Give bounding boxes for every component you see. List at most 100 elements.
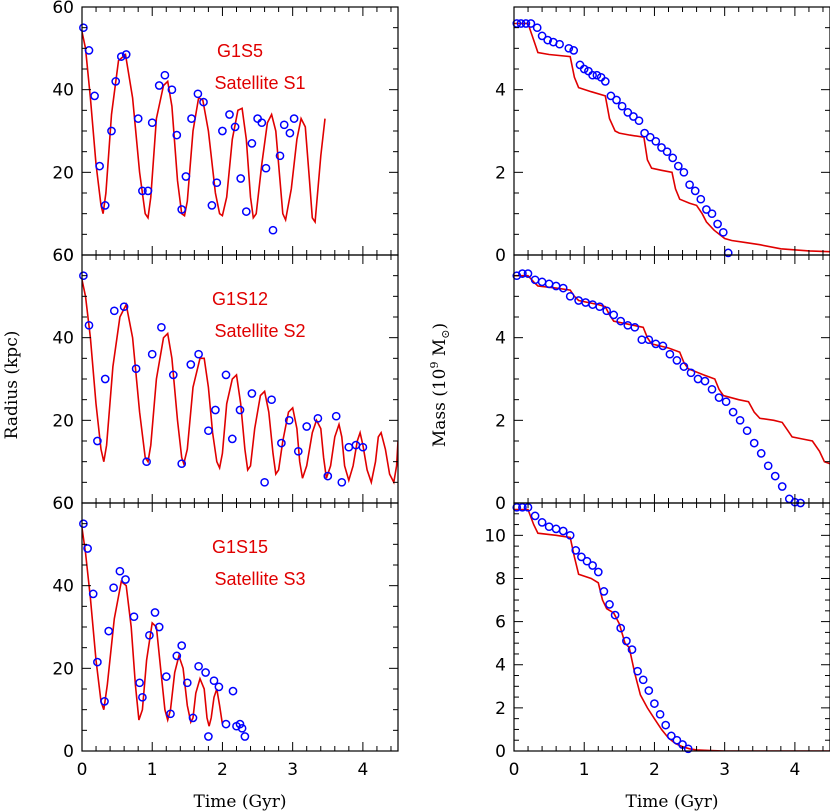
radius_s1-annotation-model: G1S5: [217, 41, 263, 61]
radius_s1-data-point: [84, 46, 94, 55]
mass_s1-data-point: [617, 101, 627, 111]
panel-mass_s3: 0 2 4 6 8 10 0 1 2 3 4: [484, 502, 830, 780]
mass_s3-data-point: [633, 666, 642, 676]
radius_s3-data-point: [93, 657, 102, 667]
mass_s1-y-tick-label: 0: [495, 246, 506, 266]
mass_s3-y-tick-label: 8: [495, 569, 506, 589]
radius_s1-y-tick-label: 20: [52, 163, 74, 183]
mass_s1-data-point: [555, 39, 564, 49]
mass_s1-y-tick-label: 4: [495, 81, 506, 101]
mass_s1-data-point: [673, 161, 683, 171]
mass_s3-x-tick-label: 1: [579, 760, 590, 780]
mass_s1-data-point: [645, 132, 655, 142]
radius_s2-data-point: [313, 413, 323, 423]
mass_s2-data-point: [770, 471, 780, 481]
radius_s2-data-point: [131, 364, 141, 374]
radius_s2-data-point: [227, 434, 237, 444]
mass_s3-data-point: [627, 645, 637, 654]
y-axis-label-right-prefix: Mass (10: [430, 369, 450, 448]
mass_s3-data-point: [622, 636, 631, 646]
radius_s2-data-point: [221, 370, 231, 380]
mass_s1-data-point: [662, 147, 672, 157]
mass_s1-data-point: [696, 194, 706, 204]
mass_s3-data-point: [544, 522, 554, 532]
mass_s1-data-point: [702, 205, 711, 214]
radius_s2-annotation-satellite: Satellite S2: [214, 321, 305, 341]
mass_s1-data-point: [657, 143, 666, 152]
radius_s2-data-point: [211, 405, 220, 415]
radius_s2-data-point: [93, 436, 102, 446]
mass_s2-data-point: [742, 426, 752, 436]
radius_s2-data-point: [293, 446, 303, 456]
mass_s3-data-point: [683, 744, 693, 754]
x-axis-label-right: Time (Gyr): [626, 792, 719, 812]
mass_s1-data-point: [592, 70, 602, 80]
radius_s3-data-point: [232, 721, 241, 731]
radius_s1-data-point: [253, 114, 262, 123]
mass_s1-data-point: [569, 46, 579, 55]
y-axis-label-right-exp: 9: [428, 362, 441, 369]
radius_s3-data-point: [83, 544, 92, 553]
mass_s3-data-point: [666, 731, 676, 741]
mass_s1-data-point: [707, 209, 717, 219]
radius_s3-data-point: [177, 641, 187, 650]
mass_s3-x-tick-label: 4: [789, 760, 800, 780]
mass_s1-data-point: [713, 219, 722, 229]
mass_s2-data-point: [686, 368, 696, 378]
radius_s3-data-point: [154, 622, 164, 632]
radius_s3-x-tick-label: 2: [217, 760, 228, 780]
mass_s2-data-point: [665, 349, 675, 359]
mass_s2-data-point: [693, 374, 703, 384]
radius_s2-y-tick-label: 40: [52, 329, 74, 349]
radius_s2-data-point: [157, 322, 166, 332]
mass_s2-data-point: [735, 415, 745, 425]
mass_s3-data-point: [558, 526, 568, 536]
mass_s3-data-point: [512, 502, 522, 512]
mass_s1-data-point: [564, 43, 574, 53]
radius_s3-data-point: [150, 608, 160, 617]
radius_s3-data-point: [88, 589, 98, 599]
radius_s3-x-tick-label: 0: [77, 760, 88, 780]
radius_s3-data-point: [145, 630, 154, 640]
radius_s3-data-point: [221, 719, 231, 729]
mass_s3-data-point: [605, 600, 614, 609]
radius_s2-data-point: [344, 442, 354, 452]
mass_s3-y-tick-label: 2: [495, 699, 506, 719]
radius_s3-data-point: [104, 626, 114, 636]
mass_s1-data-point: [606, 91, 616, 101]
mass_s3-x-tick-label: 2: [649, 760, 660, 780]
mass_s2-data-point: [537, 277, 547, 287]
mass_s1-data-point: [537, 31, 547, 41]
mass_s2-data-point: [637, 335, 647, 345]
radius_s1-data-point: [95, 161, 104, 171]
radius_s3-data-point: [135, 678, 144, 688]
radius_s2-data-point: [247, 389, 257, 398]
mass_s3-frame: [513, 502, 830, 752]
mass_s2-data-point: [679, 362, 689, 371]
radius_s1-data-point: [225, 110, 234, 119]
mass_s2-frame: [513, 254, 830, 504]
radius_s3-data-point: [129, 612, 139, 622]
mass_s2-data-point: [749, 438, 759, 448]
radius_s1-data-point: [289, 114, 299, 123]
radius_s2-y-tick-label: 0: [63, 494, 74, 514]
radius_s1-data-point: [285, 128, 295, 138]
radius_s1-data-point: [181, 172, 191, 181]
radius_s1-data-point: [241, 207, 251, 216]
mass_s3-data-point: [616, 623, 626, 633]
mass_s3-y-tick-label: 6: [495, 613, 506, 633]
radius_s3-data-point: [228, 686, 238, 696]
radius_s3-data-point: [182, 678, 192, 688]
radius_s3-data-point: [161, 672, 171, 681]
radius_s2-data-point: [84, 320, 94, 330]
radius_s2-data-point: [323, 471, 333, 481]
radius_s2-annotation-model: G1S12: [212, 289, 268, 309]
mass_s3-data-point: [577, 552, 586, 562]
mass_s1-data-point: [600, 77, 610, 86]
mass_s2-data-point: [595, 302, 605, 312]
radius_s3-y-tick-label: 40: [52, 577, 74, 597]
radius_s3-data-point: [138, 692, 147, 702]
mass_s3-y-tick-label: 4: [495, 656, 506, 676]
